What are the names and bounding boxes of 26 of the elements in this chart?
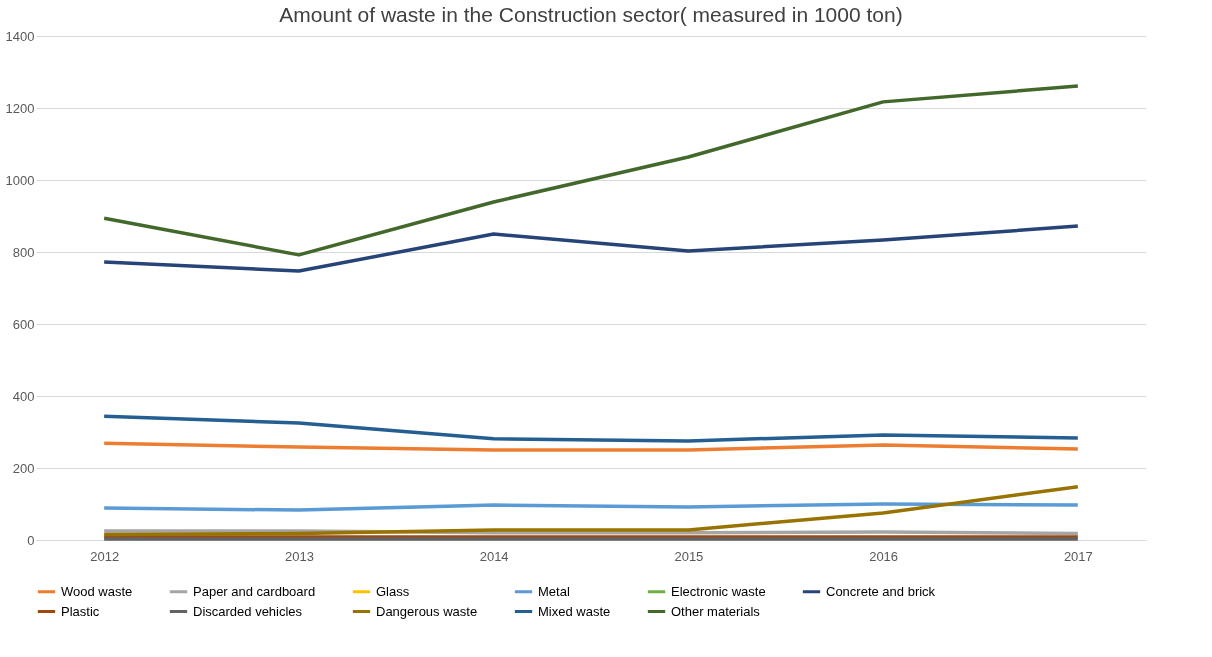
legend-label: Dangerous waste (376, 603, 478, 619)
x-tick-label: 2012 (90, 548, 120, 564)
legend-label: Glass (376, 583, 410, 599)
x-tick-label: 2015 (674, 548, 704, 564)
y-tick-label: 1000 (5, 172, 35, 188)
y-tick-label: 400 (12, 388, 35, 404)
y-tick-label: 200 (12, 460, 35, 476)
x-tick-label: 2013 (284, 548, 314, 564)
legend-label: Electronic waste (671, 583, 766, 599)
y-tick-label: 600 (12, 316, 35, 332)
legend-label: Discarded vehicles (193, 603, 303, 619)
legend-label: Other materials (671, 603, 761, 619)
legend-label: Metal (538, 583, 570, 599)
legend-label: Paper and cardboard (193, 583, 316, 599)
chart-title: Amount of waste in the Construction sector( measured in 1000 ton) (279, 3, 903, 26)
legend-label: Plastic (61, 603, 100, 619)
legend-label: Mixed waste (538, 603, 611, 619)
y-tick-label: 1400 (5, 28, 35, 44)
x-tick-label: 2016 (869, 548, 899, 564)
x-tick-label: 2014 (479, 548, 509, 564)
legend-label: Concrete and brick (826, 583, 936, 599)
y-tick-label: 0 (27, 532, 35, 548)
y-tick-label: 800 (12, 244, 35, 260)
y-tick-label: 1200 (5, 100, 35, 116)
x-tick-label: 2017 (1063, 548, 1093, 564)
legend-label: Wood waste (61, 583, 133, 599)
